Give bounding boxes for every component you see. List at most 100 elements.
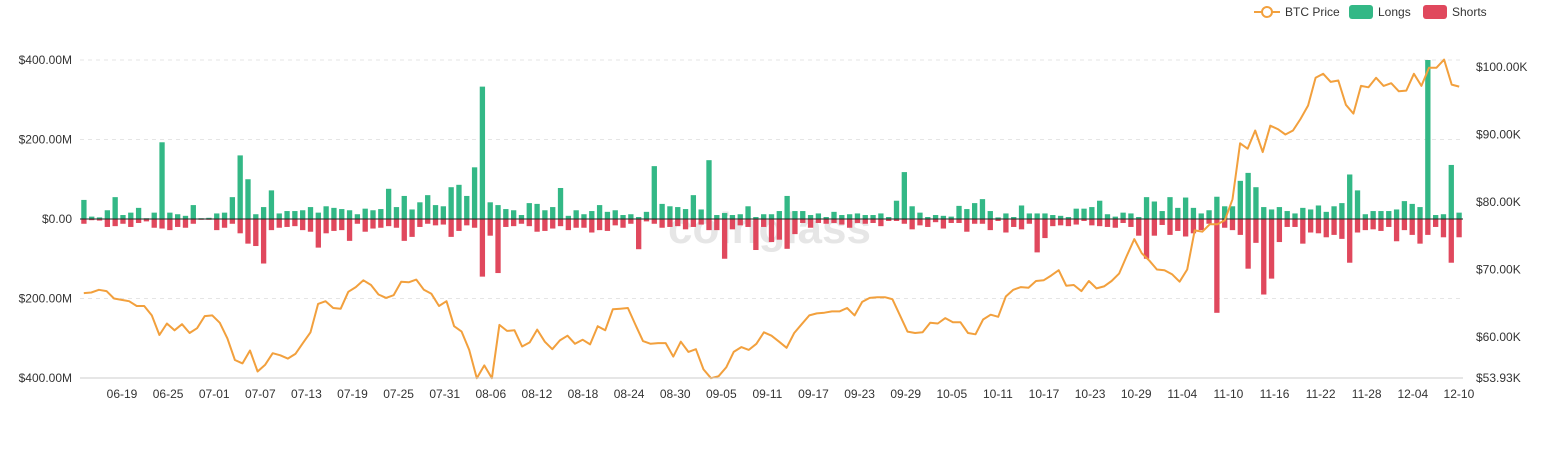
- long-bar[interactable]: [1315, 205, 1322, 219]
- short-bar[interactable]: [1065, 219, 1072, 227]
- long-bar[interactable]: [268, 190, 275, 219]
- long-bar[interactable]: [1393, 209, 1400, 219]
- short-bar[interactable]: [1284, 219, 1290, 227]
- short-bar[interactable]: [1159, 219, 1165, 225]
- long-bar[interactable]: [1417, 207, 1423, 219]
- long-bar[interactable]: [151, 212, 157, 219]
- short-bar[interactable]: [331, 219, 337, 231]
- long-bar[interactable]: [682, 209, 689, 219]
- long-bar[interactable]: [307, 207, 314, 219]
- short-bar[interactable]: [1042, 219, 1048, 239]
- long-bar[interactable]: [659, 203, 665, 219]
- short-bar[interactable]: [190, 219, 196, 224]
- long-bar[interactable]: [971, 203, 978, 219]
- long-bar[interactable]: [979, 199, 986, 219]
- short-bar[interactable]: [925, 219, 931, 227]
- long-bar[interactable]: [737, 214, 743, 219]
- short-bar[interactable]: [1057, 219, 1064, 226]
- long-bar[interactable]: [448, 187, 454, 219]
- short-bar[interactable]: [1393, 219, 1400, 242]
- long-bar[interactable]: [932, 215, 939, 219]
- short-bar[interactable]: [1214, 219, 1220, 313]
- long-bar[interactable]: [237, 155, 243, 219]
- short-bar[interactable]: [292, 219, 298, 227]
- long-bar[interactable]: [378, 209, 384, 219]
- long-bar[interactable]: [456, 184, 462, 219]
- short-bar[interactable]: [815, 219, 822, 223]
- short-bar[interactable]: [354, 219, 361, 224]
- short-bar[interactable]: [339, 219, 345, 231]
- long-bar[interactable]: [323, 206, 329, 219]
- short-bar[interactable]: [518, 219, 525, 224]
- short-bar[interactable]: [409, 219, 415, 237]
- long-bar[interactable]: [1050, 215, 1056, 219]
- long-bar[interactable]: [1456, 212, 1462, 219]
- long-bar[interactable]: [800, 211, 806, 219]
- long-bar[interactable]: [128, 212, 134, 219]
- short-bar[interactable]: [1026, 219, 1033, 224]
- long-bar[interactable]: [479, 86, 486, 219]
- long-bar[interactable]: [581, 214, 587, 219]
- short-bar[interactable]: [1136, 219, 1142, 236]
- long-bar[interactable]: [761, 214, 767, 219]
- long-bar[interactable]: [1378, 211, 1384, 219]
- long-bar[interactable]: [159, 142, 165, 219]
- long-bar[interactable]: [542, 210, 548, 219]
- long-bar[interactable]: [1347, 174, 1353, 219]
- short-bar[interactable]: [557, 219, 564, 227]
- long-bar[interactable]: [253, 214, 259, 219]
- long-bar[interactable]: [1276, 207, 1283, 219]
- short-bar[interactable]: [510, 219, 517, 227]
- long-bar[interactable]: [839, 215, 845, 219]
- short-bar[interactable]: [784, 219, 790, 249]
- short-bar[interactable]: [1034, 219, 1040, 253]
- long-bar[interactable]: [628, 214, 634, 219]
- long-bar[interactable]: [1065, 217, 1072, 219]
- long-bar[interactable]: [260, 207, 267, 219]
- short-bar[interactable]: [1409, 219, 1415, 235]
- short-bar[interactable]: [667, 219, 673, 227]
- long-bar[interactable]: [503, 209, 509, 219]
- long-bar[interactable]: [1229, 206, 1236, 219]
- long-bar[interactable]: [714, 215, 720, 219]
- long-bar[interactable]: [675, 207, 681, 219]
- short-bar[interactable]: [753, 219, 759, 251]
- long-bar[interactable]: [604, 211, 611, 219]
- short-bar[interactable]: [260, 219, 267, 264]
- long-bar[interactable]: [464, 195, 470, 219]
- short-bar[interactable]: [151, 219, 157, 228]
- long-bar[interactable]: [1222, 206, 1228, 219]
- long-bar[interactable]: [1042, 213, 1048, 219]
- long-bar[interactable]: [354, 214, 361, 219]
- long-bar[interactable]: [1307, 209, 1314, 219]
- long-bar[interactable]: [182, 215, 189, 219]
- long-bar[interactable]: [1034, 213, 1040, 219]
- short-bar[interactable]: [276, 219, 282, 228]
- short-bar[interactable]: [628, 219, 634, 224]
- long-bar[interactable]: [1151, 201, 1158, 219]
- long-bar[interactable]: [909, 206, 915, 219]
- long-bar[interactable]: [1143, 197, 1150, 219]
- short-bar[interactable]: [995, 219, 1001, 221]
- short-bar[interactable]: [1432, 219, 1439, 227]
- long-bar[interactable]: [245, 179, 251, 219]
- short-bar[interactable]: [706, 219, 712, 231]
- long-bar[interactable]: [1104, 214, 1111, 219]
- short-bar[interactable]: [1104, 219, 1111, 227]
- long-bar[interactable]: [167, 212, 173, 219]
- short-bar[interactable]: [1347, 219, 1353, 263]
- short-bar[interactable]: [1417, 219, 1423, 244]
- long-bar[interactable]: [1182, 197, 1189, 219]
- long-bar[interactable]: [745, 206, 751, 219]
- long-bar[interactable]: [1409, 203, 1415, 219]
- short-bar[interactable]: [370, 219, 376, 229]
- short-bar[interactable]: [823, 219, 829, 224]
- long-bar[interactable]: [362, 208, 368, 219]
- long-bar[interactable]: [1159, 211, 1165, 219]
- long-bar[interactable]: [1339, 203, 1345, 219]
- short-bar[interactable]: [940, 219, 947, 229]
- long-bar[interactable]: [846, 214, 853, 219]
- short-bar[interactable]: [245, 219, 251, 244]
- long-bar[interactable]: [1073, 208, 1079, 219]
- short-bar[interactable]: [651, 219, 657, 224]
